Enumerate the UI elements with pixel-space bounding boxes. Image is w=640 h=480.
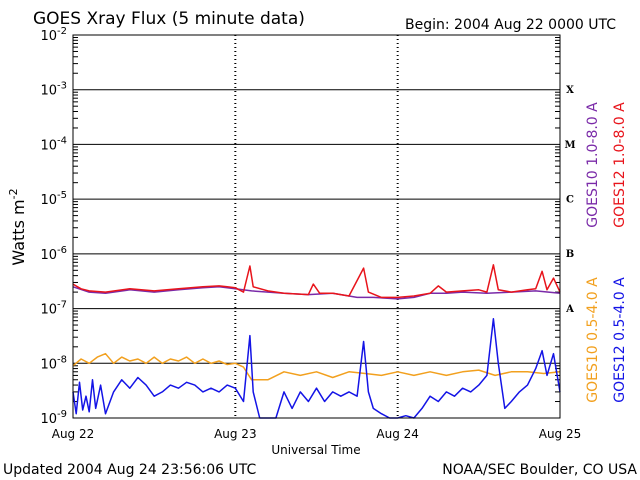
y-tick-base: 10	[40, 412, 57, 427]
y-tick-exponent: -9	[57, 409, 67, 420]
x-tick-label: Aug 22	[52, 427, 95, 441]
series-line-goes12-0-5-4-0-a	[72, 318, 561, 419]
y-tick-exponent: -6	[57, 245, 67, 256]
y-tick-exponent: -7	[57, 300, 67, 311]
y-tick-label: 10-2	[40, 26, 67, 44]
y-axis-label-exponent: -2	[7, 188, 20, 199]
legend-item-goes12-1-0-8-0-a: GOES12 1.0-8.0 A	[612, 102, 628, 228]
flare-class-b: B	[566, 249, 574, 260]
y-tick-base: 10	[40, 84, 57, 99]
y-tick-label: 10-6	[40, 245, 67, 263]
x-tick-label: Aug 23	[214, 427, 257, 441]
legend-item-goes12-0-5-4-0-a: GOES12 0.5-4.0 A	[612, 277, 628, 403]
y-tick-base: 10	[40, 29, 57, 44]
y-tick-exponent: -2	[57, 26, 67, 37]
y-tick-exponent: -8	[57, 354, 67, 365]
y-tick-base: 10	[40, 138, 57, 153]
x-tick-label: Aug 25	[539, 427, 582, 441]
begin-label: Begin: 2004 Aug 22 0000 UTC	[405, 17, 616, 33]
legend-item-goes10-1-0-8-0-a: GOES10 1.0-8.0 A	[585, 102, 601, 228]
chart-title: GOES Xray Flux (5 minute data)	[33, 9, 305, 29]
flare-class-m: M	[564, 140, 575, 151]
x-tick-labels: Aug 22 Aug 23 Aug 24 Aug 25	[52, 427, 582, 441]
updated-timestamp: Updated 2004 Aug 24 23:56:06 UTC	[3, 462, 256, 478]
series-layer	[72, 264, 561, 419]
x-axis-label: Universal Time	[271, 443, 360, 457]
series-line-goes10-0-5-4-0-a	[72, 352, 561, 381]
flare-class-labels: X M C B A	[564, 85, 575, 315]
svg-text:Watts m-2: Watts m-2	[7, 188, 28, 265]
y-tick-exponent: -3	[57, 81, 67, 92]
y-axis-label-text: Watts m	[9, 199, 28, 265]
y-tick-exponent: -4	[57, 135, 67, 146]
legend-item-goes10-0-5-4-0-a: GOES10 0.5-4.0 A	[585, 277, 601, 403]
y-tick-label: 10-8	[40, 354, 67, 372]
y-tick-label: 10-7	[40, 300, 67, 318]
y-tick-base: 10	[40, 357, 57, 372]
legend: GOES10 1.0-8.0 A GOES12 1.0-8.0 A GOES10 0…	[585, 102, 628, 403]
x-tick-label: Aug 24	[376, 427, 419, 441]
y-axis-label: Watts m-2	[7, 188, 28, 265]
plot-frame	[72, 34, 561, 419]
series-line-goes12-1-0-8-0-a	[72, 264, 561, 299]
y-tick-exponent: -5	[57, 190, 67, 201]
flare-class-a: A	[565, 304, 574, 315]
y-tick-base: 10	[40, 303, 57, 318]
y-tick-label: 10-5	[40, 190, 67, 208]
y-tick-base: 10	[40, 193, 57, 208]
flare-class-c: C	[566, 195, 574, 206]
credit-label: NOAA/SEC Boulder, CO USA	[442, 462, 637, 478]
y-tick-label: 10-9	[40, 409, 67, 427]
y-tick-label: 10-4	[40, 135, 67, 153]
y-tick-labels: 10-210-310-410-510-610-710-810-9	[40, 26, 67, 427]
y-tick-base: 10	[40, 248, 57, 263]
flare-class-x: X	[566, 85, 574, 96]
y-tick-label: 10-3	[40, 81, 67, 99]
plot-grid	[73, 35, 560, 418]
